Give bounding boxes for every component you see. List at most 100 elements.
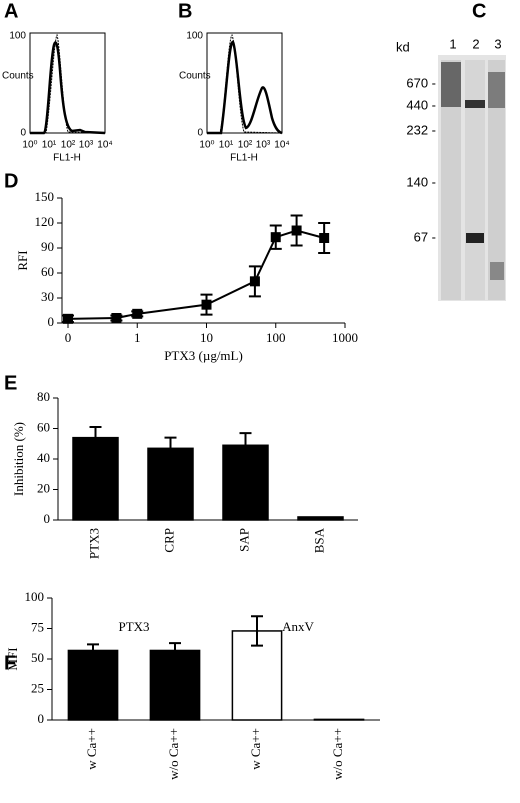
error-bar: [89, 425, 102, 438]
y-tick-label: 20: [37, 480, 50, 495]
marker: [132, 308, 143, 319]
x-tick-label: PTX3: [86, 528, 101, 559]
bar: [297, 516, 344, 521]
x-tick-label: 10: [200, 330, 213, 345]
bar: [67, 649, 119, 721]
gel-band: [466, 233, 484, 243]
bar: [147, 447, 194, 521]
y-tick-label: 0: [44, 511, 51, 526]
bar: [222, 444, 269, 521]
y-axis-label: Inhibition (%): [11, 422, 26, 496]
plot-frame: [206, 32, 283, 134]
y-tick-label: 50: [31, 650, 44, 665]
y-axis-label: Counts: [2, 71, 34, 82]
error-bar: [251, 615, 263, 647]
x-tick-label: 10²: [61, 140, 76, 151]
histogram-control: [207, 34, 283, 134]
error-bar: [169, 642, 181, 659]
gel-band: [490, 262, 504, 280]
gel-lane: [488, 60, 505, 300]
y-axis-label: RFI: [15, 250, 30, 270]
marker-label: 232 -: [406, 122, 436, 137]
marker: [63, 313, 73, 324]
gel-unit: kd: [396, 39, 410, 54]
bar: [313, 718, 365, 721]
marker: [249, 276, 260, 287]
error-bar: [239, 432, 252, 446]
gel-band: [488, 72, 505, 108]
y-axis-label: MFI: [5, 647, 20, 670]
x-tick-label: 10²: [238, 140, 253, 151]
x-tick-label: 10¹: [219, 140, 234, 151]
x-tick-label: w/o Ca++: [166, 728, 181, 780]
histogram: [30, 41, 106, 135]
x-tick-label: 10⁴: [274, 140, 289, 151]
error-bar: [87, 643, 99, 658]
y-tick-label: 75: [31, 619, 44, 634]
y-tick-label: 100: [25, 589, 45, 604]
y-axis-label: Counts: [179, 71, 211, 82]
line: [67, 229, 325, 320]
histogram: [207, 40, 283, 135]
panel-label: E: [4, 372, 17, 394]
x-tick-label: 1: [134, 330, 141, 345]
x-axis-label: PTX3 (µg/mL): [164, 348, 243, 363]
x-tick-label: w/o Ca++: [330, 728, 345, 780]
gel-band: [465, 100, 485, 108]
x-tick-label: 100: [266, 330, 286, 345]
marker-label: 670 -: [406, 75, 436, 90]
x-tick-label: 1000: [332, 330, 358, 345]
x-tick-label: w Ca++: [84, 728, 99, 770]
x-tick-label: BSA: [311, 527, 326, 553]
y-tick-label: 60: [41, 264, 54, 279]
y-tick-label: 0: [20, 128, 26, 139]
marker-label: 140 -: [406, 174, 436, 189]
group-label: AnxV: [282, 619, 314, 634]
marker: [319, 233, 330, 243]
panel-label: F: [4, 652, 16, 674]
y-tick-label: 40: [37, 450, 50, 465]
y-tick-label: 25: [31, 680, 44, 695]
y-tick-label: 0: [197, 128, 203, 139]
marker-label: 440 -: [406, 97, 436, 112]
x-tick-label: 10⁰: [199, 140, 214, 151]
x-tick-label: SAP: [236, 528, 251, 552]
lane-label: 3: [494, 36, 501, 51]
y-tick-label: 80: [37, 389, 50, 404]
y-tick-label: 100: [9, 31, 26, 42]
marker: [111, 313, 122, 323]
marker: [201, 299, 212, 310]
x-axis-label: FL1-H: [230, 153, 258, 164]
panel-label: A: [4, 0, 18, 22]
marker-label: 67 -: [414, 229, 436, 244]
y-tick-label: 150: [35, 189, 55, 204]
marker: [291, 225, 302, 236]
y-tick-label: 0: [38, 711, 45, 726]
gel-band: [441, 62, 461, 107]
x-tick-label: 10⁴: [97, 140, 112, 151]
y-tick-label: 30: [41, 289, 54, 304]
x-tick-label: 10³: [79, 140, 94, 151]
x-tick-label: 10⁰: [22, 140, 37, 151]
x-axis-label: FL1-H: [53, 153, 81, 164]
y-tick-label: 0: [48, 314, 55, 329]
bar: [149, 649, 201, 721]
y-tick-label: 120: [35, 214, 55, 229]
panel-label: C: [472, 0, 486, 22]
y-tick-label: 100: [186, 31, 203, 42]
histogram-control: [30, 33, 106, 134]
y-tick-label: 90: [41, 239, 54, 254]
plot-frame: [29, 32, 106, 134]
bar: [72, 436, 119, 521]
flow-panel-b: Counts 0 100 10⁰ 10¹ 10² 10³ 10⁴ FL1-H: [179, 31, 290, 164]
group-label: PTX3: [118, 619, 149, 634]
flow-panel-a: Counts 0 100 10⁰ 10¹ 10² 10³ 10⁴ FL1-H: [2, 31, 113, 164]
panel-label: B: [178, 0, 192, 22]
x-tick-label: CRP: [161, 528, 176, 553]
lane-label: 1: [449, 36, 456, 51]
gel-lane: [441, 60, 461, 300]
x-tick-label: 10¹: [42, 140, 57, 151]
y-tick-label: 60: [37, 419, 50, 434]
error-bar: [164, 436, 177, 449]
